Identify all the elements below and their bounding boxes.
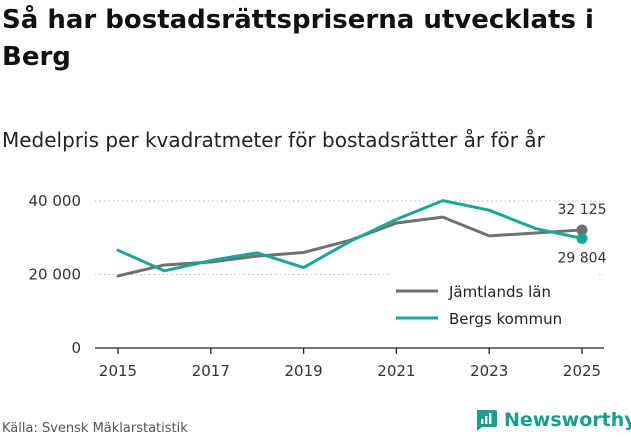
x-tick-label: 2017	[192, 362, 230, 380]
brand-name: Newsworthy	[504, 409, 631, 431]
x-tick-label: 2023	[470, 362, 508, 380]
chart-subtitle: Medelpris per kvadratmeter för bostadsrä…	[2, 128, 545, 152]
legend-label-2: Bergs kommun	[449, 310, 562, 328]
y-tick-label: 0	[71, 339, 81, 357]
chart-title: Så har bostadsrättspriserna utvecklats i…	[2, 5, 594, 72]
x-tick-label: 2025	[563, 362, 601, 380]
series-end-point-2	[576, 232, 588, 244]
bar-chart-icon	[477, 410, 497, 431]
legend-label-1: Jämtlands län	[448, 283, 551, 301]
y-tick-label: 20 000	[29, 266, 82, 284]
end-value-label-1: 32 125	[558, 202, 607, 218]
x-tick-label: 2015	[99, 362, 137, 380]
brand-logo: Newsworthy	[474, 408, 631, 432]
end-value-label-2: 29 804	[558, 250, 607, 266]
series-line-2	[116, 199, 584, 273]
legend-box	[389, 271, 599, 335]
source-note: Källa: Svensk Mäklarstatistik	[2, 421, 188, 436]
series-end-point-1	[576, 224, 588, 236]
x-tick-label: 2019	[285, 362, 323, 380]
y-tick-label: 40 000	[29, 192, 82, 210]
x-tick-label: 2021	[377, 362, 415, 380]
